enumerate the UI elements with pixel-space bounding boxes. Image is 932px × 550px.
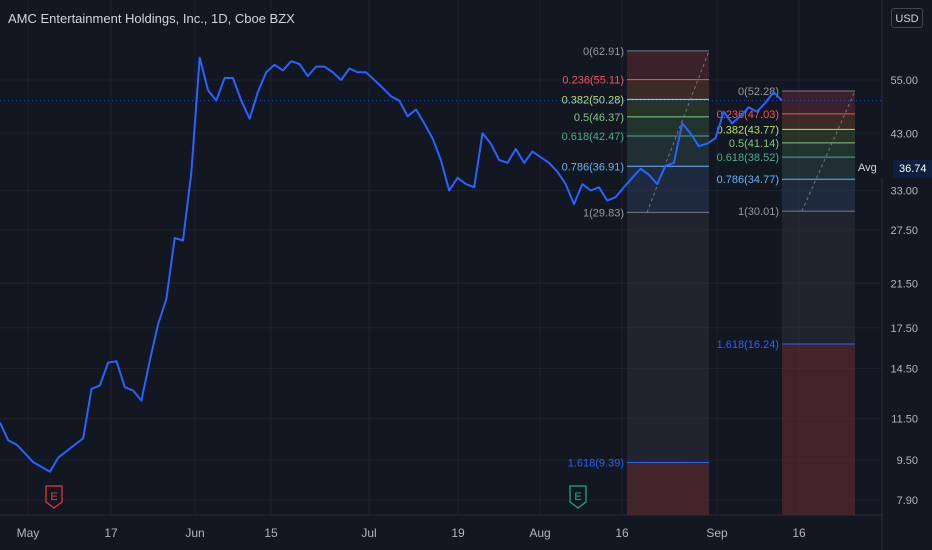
avg-value: 36.74 <box>893 160 932 178</box>
fib-level-label: 0.236(47.03) <box>717 109 779 121</box>
fib-band <box>782 157 855 180</box>
fib-level-label: 1(30.01) <box>738 206 779 218</box>
fib-level-label: 1(29.83) <box>583 207 624 219</box>
earnings-marker[interactable]: E <box>569 485 587 509</box>
x-tick-label: 19 <box>451 526 465 540</box>
fib-band <box>627 116 709 136</box>
fib-level-label: 0(62.91) <box>583 46 624 58</box>
x-tick-label: Sep <box>706 526 728 540</box>
chart-title: AMC Entertainment Holdings, Inc., 1D, Cb… <box>8 11 295 26</box>
y-tick-label: 21.50 <box>890 278 918 290</box>
price-line <box>0 56 783 473</box>
fib-band <box>627 99 709 117</box>
fib-band <box>782 90 855 114</box>
fib-level-label: 0.5(41.14) <box>729 138 779 150</box>
x-tick-label: 16 <box>615 526 629 540</box>
y-tick-label: 33.00 <box>890 186 918 198</box>
y-tick-label: 11.50 <box>891 414 918 426</box>
fib-level-label: 1.618(16.24) <box>717 339 779 351</box>
y-tick-label: 7.90 <box>897 495 918 507</box>
fib-band <box>627 79 709 100</box>
fib-band <box>782 129 855 143</box>
earnings-marker[interactable]: E <box>45 485 63 509</box>
earnings-marker-label: E <box>50 491 57 503</box>
fib-level-label: 0.618(38.52) <box>717 152 779 164</box>
y-tick-label: 9.50 <box>897 455 918 467</box>
currency-button[interactable]: USD <box>891 8 923 28</box>
fib-extension-band <box>782 343 855 515</box>
fib-band <box>627 135 709 167</box>
avg-price-tag: Avg 36.74 <box>856 160 932 178</box>
x-tick-label: Jul <box>361 526 376 540</box>
fib-level-label: 0.382(43.77) <box>717 124 779 136</box>
fib-level-label: 0.618(42.47) <box>562 131 624 143</box>
fib-trend-line <box>801 90 856 212</box>
y-tick-label: 43.00 <box>890 128 918 140</box>
avg-label: Avg <box>858 162 877 174</box>
fib-band <box>627 166 709 213</box>
fib-band <box>627 212 709 463</box>
fib-band <box>782 142 855 158</box>
fib-trend-line <box>646 50 710 213</box>
fib-extension-band <box>627 462 709 515</box>
fib-level-label: 0.786(36.91) <box>562 161 624 173</box>
fib-band <box>627 50 709 80</box>
earnings-marker-shape <box>45 485 63 509</box>
y-tick-label: 14.50 <box>890 363 918 375</box>
y-tick-label: 17.50 <box>890 323 918 335</box>
fib-level-label: 1.618(9.39) <box>568 458 624 470</box>
x-tick-label: May <box>17 526 40 540</box>
y-tick-label: 27.50 <box>890 225 918 237</box>
fib-band <box>782 113 855 130</box>
x-tick-label: 17 <box>104 526 118 540</box>
x-tick-label: 15 <box>264 526 278 540</box>
earnings-marker-label: E <box>574 491 581 503</box>
y-tick-label: 55.00 <box>890 75 918 87</box>
x-tick-label: Jun <box>185 526 204 540</box>
earnings-marker-shape <box>569 485 587 509</box>
fib-level-label: 0.786(34.77) <box>717 174 779 186</box>
fib-band <box>782 179 855 212</box>
x-tick-label: Aug <box>529 526 550 540</box>
fib-band <box>782 211 855 344</box>
fib-level-label: 0.236(55.11) <box>562 75 624 87</box>
fib-level-label: 0(52.28) <box>738 86 779 98</box>
x-tick-label: 16 <box>792 526 806 540</box>
fib-level-label: 0.5(46.37) <box>574 112 624 124</box>
